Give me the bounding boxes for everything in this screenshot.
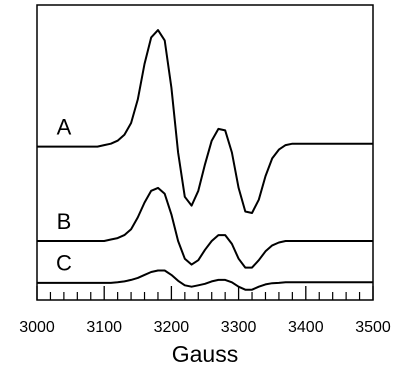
spectrum-line — [37, 186, 373, 269]
x-tick-label: 3400 — [288, 319, 324, 336]
spectrum-line — [37, 29, 373, 214]
x-tick-label: 3200 — [154, 319, 190, 336]
spectrum-line — [37, 269, 373, 291]
series-label: B — [57, 209, 72, 234]
x-tick-label: 3000 — [19, 319, 55, 336]
plot-frame — [36, 4, 374, 301]
series-label: A — [57, 114, 72, 139]
x-tick-label: 3100 — [86, 319, 122, 336]
series-label: C — [56, 251, 72, 276]
x-axis-label: Gauss — [172, 341, 238, 367]
x-tick-label: 3300 — [221, 319, 257, 336]
x-tick-label: 3500 — [355, 319, 391, 336]
